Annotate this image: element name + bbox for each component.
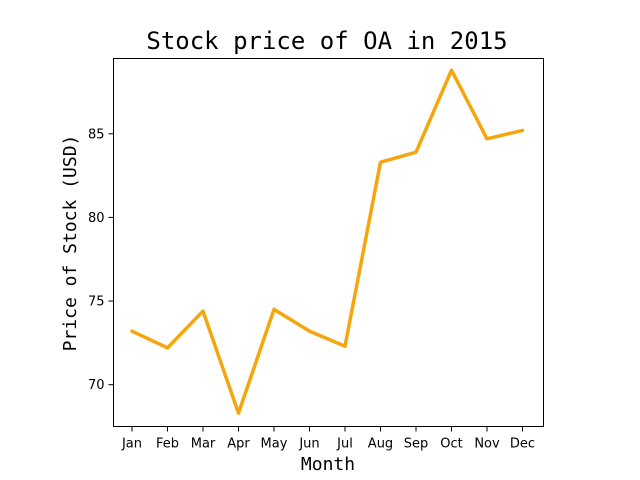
x-axis: Jan Feb Mar Apr May Jun Jul Aug Sep Oct Nov Dec xyxy=(121,426,535,452)
series-line xyxy=(130,68,525,415)
series-layer xyxy=(130,68,525,415)
x-tick-label: Mar xyxy=(191,437,216,452)
y-tick-label: 70 xyxy=(88,378,105,393)
y-axis: 70 75 80 85 xyxy=(88,127,114,393)
y-tick-label: 75 xyxy=(88,295,105,310)
x-tick-label: Jul xyxy=(336,437,353,452)
y-tick-label: 80 xyxy=(88,211,105,226)
y-axis-label: Price of Stock (USD) xyxy=(60,135,81,352)
x-tick-label: Jan xyxy=(121,437,142,452)
x-tick-label: Dec xyxy=(510,437,535,452)
x-tick-label: Feb xyxy=(156,437,179,452)
x-tick-label: Apr xyxy=(227,437,250,452)
x-tick-label: Oct xyxy=(440,437,462,452)
y-tick-label: 85 xyxy=(88,127,105,142)
x-axis-label: Month xyxy=(301,454,355,475)
x-tick-label: Aug xyxy=(368,437,393,452)
chart-title: Stock price of OA in 2015 xyxy=(146,27,507,55)
x-tick-label: Jun xyxy=(298,437,319,452)
x-tick-label: Sep xyxy=(404,437,429,452)
x-tick-label: May xyxy=(261,437,288,452)
x-tick-label: Nov xyxy=(474,437,500,452)
plot-area xyxy=(113,58,544,427)
